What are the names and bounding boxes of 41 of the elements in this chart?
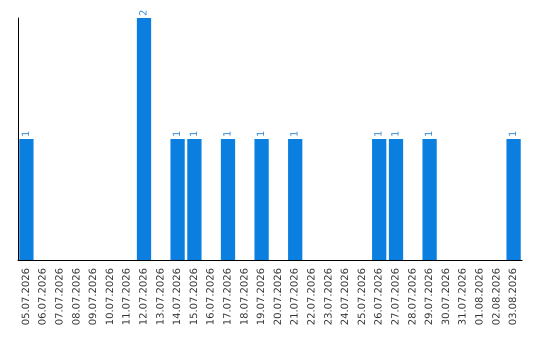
data-label: 1 [390,130,402,137]
data-label: 1 [172,130,184,137]
x-tick-label: 15.07.2026 [188,268,200,326]
x-tick-label: 22.07.2026 [306,268,318,326]
data-label: 2 [138,10,150,16]
x-tick-label: 06.07.2026 [38,268,49,326]
data-label: 1 [20,130,32,137]
x-tick-label: 31.07.2026 [458,268,469,326]
data-label: 1 [508,130,520,137]
data-label: 1 [424,130,436,137]
data-label: 1 [188,130,200,137]
x-tick-label: 10.07.2026 [104,268,116,326]
data-label: 1 [256,130,268,137]
x-tick-label: 14.07.2026 [172,268,184,326]
x-tick-label: 24.07.2026 [340,268,352,326]
x-tick-label: 29.07.2026 [424,268,436,326]
x-tick-label: 02.08.2026 [491,268,502,326]
x-tick-label: 07.07.2026 [54,268,66,326]
x-tick-label: 28.07.2026 [407,268,418,326]
x-tick-label: 13.07.2026 [155,268,166,326]
data-label: 1 [222,130,234,137]
x-tick-label: 27.07.2026 [390,268,402,326]
x-tick-label: 19.07.2026 [256,268,268,326]
x-tick-label: 01.08.2026 [474,268,486,326]
x-tick-label: 16.07.2026 [206,268,217,326]
x-tick-label: 30.07.2026 [440,268,452,326]
x-tick-label: 20.07.2026 [272,268,284,326]
x-tick-label: 11.07.2026 [122,268,133,326]
x-tick-label: 17.07.2026 [222,268,234,326]
data-label: 1 [374,130,385,137]
x-tick-label: 09.07.2026 [88,268,100,326]
x-tick-label: 08.07.2026 [71,268,82,326]
x-tick-label: 03.08.2026 [508,268,520,326]
x-tick-label: 18.07.2026 [239,268,250,326]
x-tick-label: 12.07.2026 [138,268,150,326]
x-tick-label: 23.07.2026 [323,268,334,326]
x-tick-label: 25.07.2026 [356,268,368,326]
x-tick-label: 26.07.2026 [374,268,385,326]
x-tick-label: 05.07.2026 [20,268,32,326]
data-label: 1 [290,130,301,137]
x-tick-label: 21.07.2026 [290,268,301,326]
